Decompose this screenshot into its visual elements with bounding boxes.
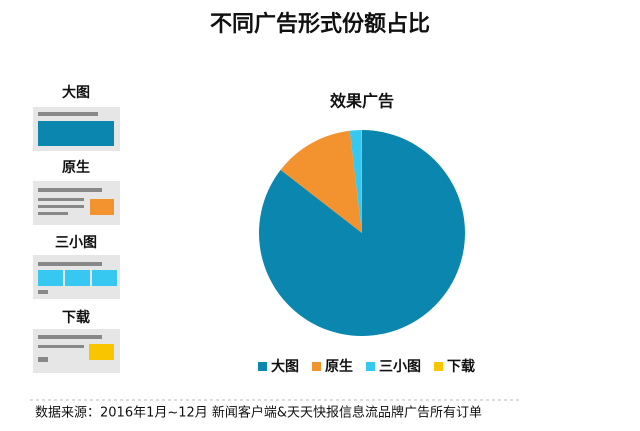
legend-label: 下载 <box>447 358 475 375</box>
legend-label: 三小图 <box>379 359 421 375</box>
legend-label: 原生 <box>325 358 353 375</box>
legend-swatch <box>366 362 375 371</box>
pie-slice <box>349 130 362 233</box>
pie-slice <box>280 130 362 233</box>
chart-title: 不同广告形式份额占比 <box>210 11 430 37</box>
pie-slice <box>361 130 362 233</box>
icon-label: 下载 <box>62 309 90 326</box>
legend-swatch <box>434 362 443 371</box>
icon-label: 大图 <box>62 84 90 101</box>
legend-swatch <box>312 362 321 371</box>
pie-slice <box>259 130 466 337</box>
legend-swatch <box>258 362 267 371</box>
icons <box>33 107 120 373</box>
icon-label: 三小图 <box>55 235 97 251</box>
legend-label: 大图 <box>271 358 299 375</box>
source-note: 数据来源：2016年1月~12月 新闻客户端&天天快报信息流品牌广告所有订单 <box>35 405 482 421</box>
pie-title: 效果广告 <box>330 92 394 111</box>
icon-label: 原生 <box>62 159 90 176</box>
